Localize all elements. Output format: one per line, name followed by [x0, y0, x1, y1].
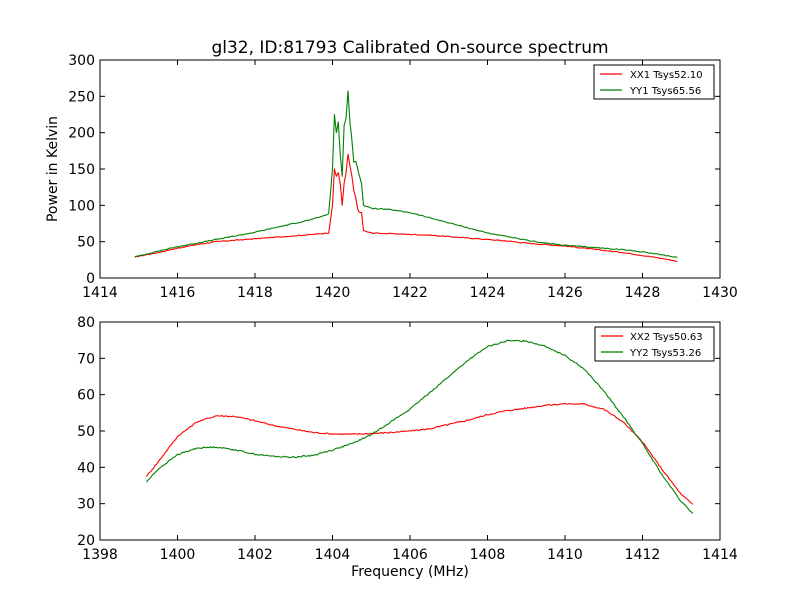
top-ytick-label: 300 — [68, 53, 95, 69]
bottom-ytick-label: 30 — [77, 497, 95, 513]
bottom-xtick-label: 1404 — [315, 547, 351, 563]
chart-top-title: gl32, ID:81793 Calibrated On-source spec… — [211, 38, 608, 58]
top-xtick-label: 1430 — [702, 285, 738, 301]
bottom-ytick-label: 70 — [77, 351, 95, 367]
top-xtick-label: 1416 — [160, 285, 196, 301]
chart-bottom-xlabel: Frequency (MHz) — [351, 564, 469, 580]
top-ytick-label: 200 — [68, 126, 95, 142]
chart-top-legend: XX1 Tsys52.10 YY1 Tsys65.56 — [593, 64, 715, 100]
legend-label-yy1: YY1 Tsys65.56 — [629, 86, 701, 97]
chart-top-ticks: 1414 1416 1418 1420 1422 1424 1426 1428 1430 0 50 1… — [68, 53, 738, 301]
top-xtick-label: 1414 — [82, 285, 118, 301]
legend-label-xx1: XX1 Tsys52.10 — [630, 70, 703, 81]
top-xtick-label: 1418 — [237, 285, 273, 301]
top-xtick-label: 1426 — [547, 285, 583, 301]
top-ytick-label: 50 — [77, 235, 95, 251]
bottom-xtick-label: 1410 — [547, 547, 583, 563]
chart-top-ylabel: Power in Kelvin — [45, 116, 61, 222]
chart-top-series — [134, 90, 678, 262]
top-series-line-1 — [134, 90, 678, 259]
legend-label-xx2: XX2 Tsys50.63 — [630, 332, 703, 343]
chart-bottom: Frequency (MHz) 1398 1400 1402 1404 1406 1408… — [77, 315, 738, 580]
bottom-xtick-label: 1412 — [625, 547, 661, 563]
bottom-ytick-label: 50 — [77, 424, 95, 440]
top-ytick-label: 0 — [86, 271, 95, 287]
chart-top-plot-frame — [99, 59, 721, 279]
chart-bottom-legend: XX2 Tsys50.63 YY2 Tsys53.26 — [594, 326, 715, 362]
bottom-xtick-label: 1408 — [470, 547, 506, 563]
legend-label-yy2: YY2 Tsys53.26 — [629, 348, 701, 359]
chart-bottom-plot-frame — [99, 321, 721, 541]
chart-bottom-legend-box — [594, 326, 715, 362]
bottom-series-line-0 — [146, 402, 694, 505]
bottom-ytick-label: 20 — [77, 533, 95, 549]
chart-bottom-series — [146, 339, 694, 514]
top-ytick-label: 250 — [68, 89, 95, 105]
bottom-series-line-1 — [146, 339, 694, 514]
top-ytick-label: 150 — [68, 162, 95, 178]
bottom-ytick-label: 40 — [77, 460, 95, 476]
chart-top: gl32, ID:81793 Calibrated On-source spec… — [45, 38, 738, 301]
top-xtick-label: 1420 — [315, 285, 351, 301]
chart-top-legend-box — [593, 64, 715, 100]
top-ytick-label: 100 — [68, 198, 95, 214]
bottom-xtick-label: 1400 — [160, 547, 196, 563]
chart-bottom-ticks: 1398 1400 1402 1404 1406 1408 1410 1412 1414 20 30… — [77, 315, 738, 563]
bottom-ytick-label: 80 — [77, 315, 95, 331]
top-xtick-label: 1428 — [625, 285, 661, 301]
bottom-xtick-label: 1414 — [702, 547, 738, 563]
top-xtick-label: 1422 — [392, 285, 428, 301]
bottom-xtick-label: 1398 — [82, 547, 118, 563]
top-xtick-label: 1424 — [470, 285, 506, 301]
bottom-xtick-label: 1402 — [237, 547, 273, 563]
bottom-ytick-label: 60 — [77, 388, 95, 404]
bottom-xtick-label: 1406 — [392, 547, 428, 563]
top-series-line-0 — [134, 153, 678, 262]
